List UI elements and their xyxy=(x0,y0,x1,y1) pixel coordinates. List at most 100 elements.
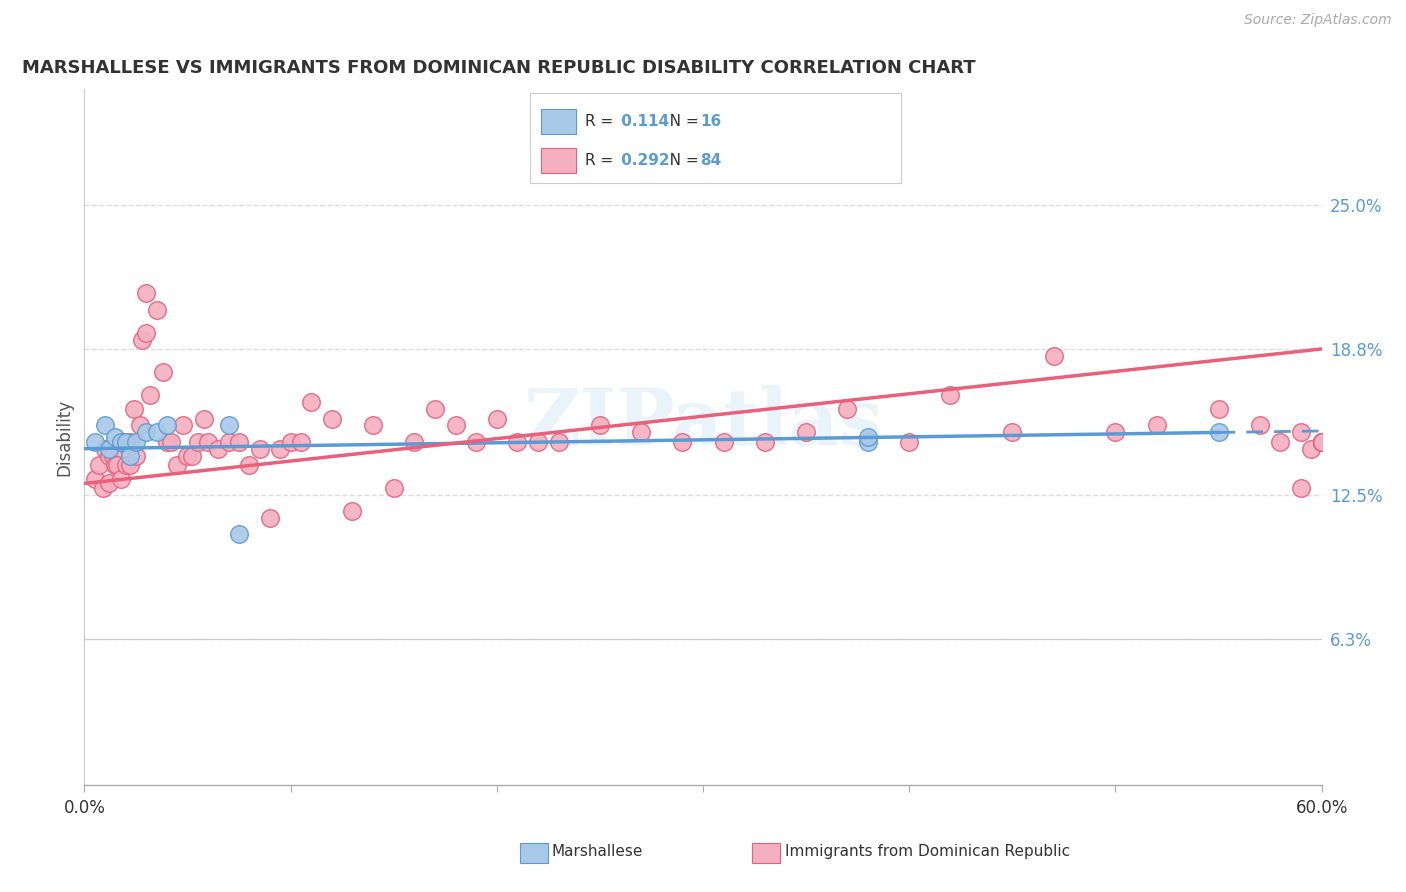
Point xyxy=(527,434,550,449)
Point xyxy=(98,442,121,456)
Point xyxy=(166,458,188,472)
Point xyxy=(423,402,446,417)
Point xyxy=(856,430,879,444)
Point xyxy=(1289,425,1312,440)
Point xyxy=(118,449,141,463)
Point xyxy=(1310,434,1333,449)
Point xyxy=(1310,434,1333,449)
Point xyxy=(238,458,260,472)
Text: ZIPatlas: ZIPatlas xyxy=(523,385,883,461)
Point xyxy=(104,430,127,444)
Point xyxy=(259,511,281,525)
Point xyxy=(180,449,202,463)
Point xyxy=(837,402,859,417)
Point xyxy=(110,434,132,449)
Point xyxy=(299,395,322,409)
Point xyxy=(1289,481,1312,495)
Text: MARSHALLESE VS IMMIGRANTS FROM DOMINICAN REPUBLIC DISABILITY CORRELATION CHART: MARSHALLESE VS IMMIGRANTS FROM DOMINICAN… xyxy=(22,59,976,77)
Point xyxy=(103,449,125,463)
Point xyxy=(589,418,612,433)
Point xyxy=(87,458,110,472)
Point xyxy=(269,442,291,456)
Point xyxy=(125,449,148,463)
Point xyxy=(135,326,157,340)
Point xyxy=(671,434,693,449)
Point xyxy=(1208,425,1230,440)
Point xyxy=(485,411,508,425)
Point xyxy=(135,425,157,440)
Point xyxy=(114,434,136,449)
Point xyxy=(1310,434,1333,449)
Point xyxy=(218,418,240,433)
Point xyxy=(118,458,141,472)
Text: N =: N = xyxy=(655,114,703,129)
Text: Immigrants from Dominican Republic: Immigrants from Dominican Republic xyxy=(785,845,1070,859)
Point xyxy=(228,434,250,449)
Point xyxy=(145,302,167,317)
Point xyxy=(207,442,229,456)
Point xyxy=(1310,434,1333,449)
Text: N =: N = xyxy=(655,153,703,168)
Point xyxy=(139,388,162,402)
Point xyxy=(630,425,652,440)
Text: Source: ZipAtlas.com: Source: ZipAtlas.com xyxy=(1244,13,1392,28)
Point xyxy=(547,434,569,449)
Point xyxy=(176,449,198,463)
Point xyxy=(129,418,152,433)
Point xyxy=(228,527,250,541)
Point xyxy=(856,434,879,449)
Point xyxy=(114,458,136,472)
Point xyxy=(382,481,405,495)
Text: Marshallese: Marshallese xyxy=(551,845,643,859)
Point xyxy=(898,434,921,449)
Point xyxy=(1301,442,1323,456)
Point xyxy=(152,365,174,379)
Text: R =: R = xyxy=(585,153,617,168)
Point xyxy=(135,286,157,301)
Point xyxy=(110,434,132,449)
Text: 84: 84 xyxy=(700,153,721,168)
Point xyxy=(1249,418,1271,433)
Point xyxy=(1270,434,1292,449)
Point xyxy=(361,418,384,433)
Point xyxy=(98,449,121,463)
Point xyxy=(156,418,179,433)
Point xyxy=(465,434,488,449)
Point xyxy=(1146,418,1168,433)
Point xyxy=(105,458,128,472)
Point xyxy=(342,504,364,518)
Point xyxy=(131,333,153,347)
Point xyxy=(94,442,117,456)
Point xyxy=(754,434,776,449)
Point xyxy=(794,425,817,440)
Point xyxy=(125,434,148,449)
Point xyxy=(1001,425,1024,440)
Point xyxy=(193,411,215,425)
Point xyxy=(122,402,145,417)
Point xyxy=(506,434,529,449)
Point xyxy=(156,434,179,449)
Point xyxy=(1104,425,1126,440)
Point xyxy=(1310,434,1333,449)
Point xyxy=(104,458,127,472)
Point xyxy=(290,434,312,449)
Point xyxy=(249,442,271,456)
Point xyxy=(110,472,132,486)
Text: 0.292: 0.292 xyxy=(616,153,669,168)
Text: 16: 16 xyxy=(700,114,721,129)
Point xyxy=(1310,434,1333,449)
Y-axis label: Disability: Disability xyxy=(55,399,73,475)
Point xyxy=(98,476,121,491)
Point xyxy=(160,434,183,449)
Point xyxy=(1310,434,1333,449)
Point xyxy=(444,418,467,433)
Point xyxy=(172,418,194,433)
Point xyxy=(91,481,114,495)
Point xyxy=(321,411,343,425)
Point xyxy=(280,434,302,449)
Point xyxy=(404,434,426,449)
Text: R =: R = xyxy=(585,114,617,129)
Point xyxy=(114,434,136,449)
Point xyxy=(218,434,240,449)
Point xyxy=(939,388,962,402)
